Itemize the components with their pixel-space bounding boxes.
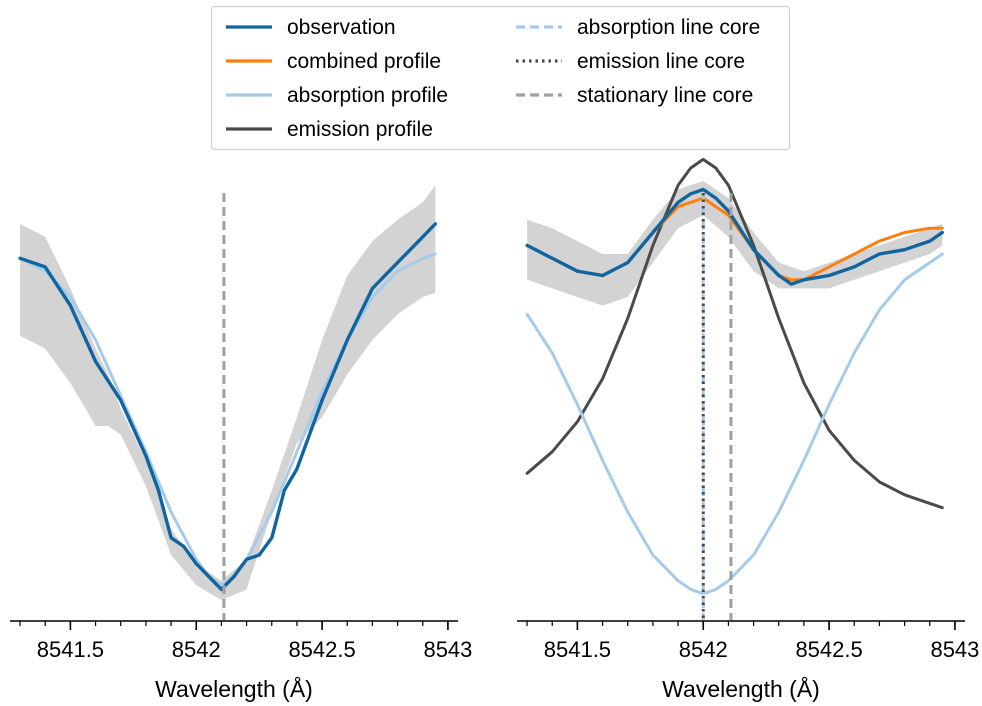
x-tick-label: 8543: [423, 637, 472, 662]
series-line-emission: [525, 157, 944, 510]
x-tick-label: 8541.5: [37, 637, 104, 662]
chart-panel-right: 8541.5 8542 8542.5 8543 Wavelength (Å): [517, 157, 979, 702]
chart-panel-left: 8541.5 8542 8542.5 8543 Wavelength (Å): [10, 185, 472, 702]
legend-label: stationary line core: [577, 84, 753, 107]
series-line-absorption: [525, 252, 944, 596]
x-tick-label: 8542: [679, 637, 728, 662]
legend-label: emission line core: [577, 50, 745, 73]
legend: observation combined profile absorption pr…: [210, 5, 791, 151]
legend-label: combined profile: [287, 50, 441, 73]
x-tick-label: 8543: [930, 637, 979, 662]
x-tick-label: 8542.5: [795, 637, 862, 662]
x-axis-label: Wavelength (Å): [155, 675, 313, 702]
legend-label: absorption line core: [577, 16, 760, 39]
series-line-observation: [18, 222, 437, 592]
legend-label: emission profile: [287, 118, 433, 141]
x-axis-label: Wavelength (Å): [662, 675, 820, 702]
uncertainty-band: [20, 185, 436, 601]
x-tick-label: 8542.5: [288, 637, 355, 662]
legend-label: absorption profile: [287, 84, 448, 107]
x-tick-label: 8541.5: [544, 637, 611, 662]
uncertainty-band: [527, 180, 943, 306]
x-tick-label: 8542: [172, 637, 221, 662]
legend-frame: [210, 5, 791, 151]
series-line-observation: [525, 187, 944, 286]
legend-label: observation: [287, 16, 396, 39]
